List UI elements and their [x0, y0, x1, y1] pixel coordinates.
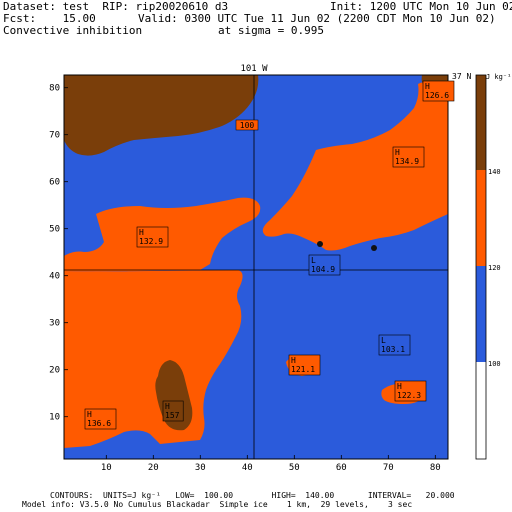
model-info: Model info: V3.5.0 No Cumulus Blackadar …: [22, 500, 413, 509]
x-tick-label: 50: [289, 463, 300, 473]
x-tick-label: 60: [336, 463, 347, 473]
extremum-value: 132.9: [139, 237, 163, 246]
plot-frame: [63, 74, 449, 460]
field-name-label: Convective inhibition: [3, 24, 143, 37]
valid-time-label: Valid: 0300 UTC Tue 11 Jun 02 (2200 CDT …: [138, 12, 496, 25]
x-tick-label: 10: [101, 463, 112, 473]
extremum-value: 104.9: [311, 265, 335, 274]
y-tick-label: 40: [49, 272, 60, 282]
top-lon-label: 101 W: [240, 64, 268, 74]
speckle-1: [317, 241, 323, 247]
contours-info: CONTOURS: UNITS=J kg⁻¹ LOW= 100.00 HIGH=…: [50, 491, 455, 500]
legend-swatch-brown: [476, 75, 486, 170]
legend-level-120: 120: [488, 264, 501, 272]
y-tick-label: 20: [49, 366, 60, 376]
x-tick-label: 30: [195, 463, 206, 473]
extremum-value: 134.9: [395, 157, 419, 166]
extrema-layer: H126.6H134.9H132.9L104.9L103.1H121.1H122…: [84, 80, 455, 430]
region-orange-west: [64, 270, 243, 448]
forecast-hour-label: Fcst: 15.00: [3, 12, 96, 25]
legend-units: J kg⁻¹: [486, 73, 511, 81]
legend-level-140: 140: [488, 168, 501, 176]
extremum-value: 126.6: [425, 91, 449, 100]
legend-swatch-orange: [476, 170, 486, 266]
x-tick-label: 40: [242, 463, 253, 473]
extremum-value: 103.1: [381, 345, 405, 354]
extremum-value: 157: [165, 411, 180, 420]
extremum-kind: L: [381, 336, 386, 345]
speckle-2: [371, 245, 377, 251]
x-tick-label: 70: [383, 463, 394, 473]
svg-text:100: 100: [240, 121, 255, 130]
extremum-kind: H: [165, 402, 170, 411]
legend-colorbar: J kg⁻¹ 140 120 100: [475, 73, 511, 460]
extremum-value: 121.1: [291, 365, 315, 374]
contour-fill-layer: [64, 75, 448, 459]
sigma-level-label: at sigma = 0.995: [218, 24, 324, 37]
y-tick-label: 60: [49, 178, 60, 188]
init-time-label: Init: 1200 UTC Mon 10 Jun 02: [330, 0, 512, 13]
extremum-kind: H: [425, 82, 430, 91]
legend-swatch-blue: [476, 266, 486, 362]
extremum-kind: H: [87, 410, 92, 419]
dataset-label: Dataset: test RIP: rip20020610 d3: [3, 0, 229, 13]
y-tick-label: 70: [49, 131, 60, 141]
extremum-kind: H: [397, 382, 402, 391]
region-brown-nw: [64, 75, 259, 156]
x-tick-label: 80: [430, 463, 441, 473]
contour-label-100: 100: [235, 119, 259, 131]
y-tick-label: 80: [49, 84, 60, 94]
legend-swatch-white: [476, 362, 486, 459]
extremum-value: 136.6: [87, 419, 111, 428]
extremum-kind: H: [395, 148, 400, 157]
y-tick-label: 50: [49, 225, 60, 235]
x-axis: 10 20 30 40 50 60 70 80: [101, 455, 441, 473]
y-axis: 10 20 30 40 50 60 70 80: [49, 84, 68, 423]
y-tick-label: 10: [49, 413, 60, 423]
extremum-kind: L: [311, 256, 316, 265]
region-orange-ne: [262, 78, 448, 251]
right-lat-label: 37 N: [452, 72, 471, 81]
y-tick-label: 30: [49, 319, 60, 329]
x-tick-label: 20: [148, 463, 159, 473]
extremum-value: 122.3: [397, 391, 421, 400]
extremum-kind: H: [139, 228, 144, 237]
legend-level-100: 100: [488, 360, 501, 368]
extremum-kind: H: [291, 356, 296, 365]
